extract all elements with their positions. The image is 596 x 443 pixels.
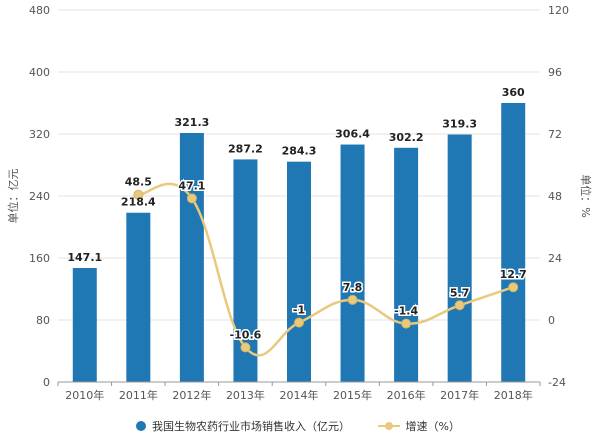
y-tick-right: 72 [548, 128, 562, 141]
legend: 我国生物农药行业市场销售收入（亿元） 增速（%） [0, 418, 596, 434]
bar-2018年 [501, 103, 526, 382]
bar-label: 147.1 [67, 251, 102, 264]
growth-label: 12.7 [500, 268, 527, 281]
y-tick-right: 24 [548, 252, 562, 265]
y-tick-left: 480 [29, 4, 50, 17]
y-tick-left: 0 [43, 376, 50, 389]
x-tick-label: 2014年 [280, 388, 319, 402]
growth-point-2011年 [133, 189, 144, 200]
y-tick-left: 320 [29, 128, 50, 141]
y-tick-right: 120 [548, 4, 569, 17]
bar-label: 302.2 [389, 131, 424, 144]
axes: 0 80 160 240 320 400 480 -24 0 24 48 72 96 120 2010年 20… [29, 4, 569, 402]
bar-2017年 [447, 134, 472, 382]
growth-label: -10.6 [230, 328, 262, 341]
x-tick-label: 2015年 [333, 388, 372, 402]
bar-2011年 [126, 212, 151, 382]
y-tick-left: 400 [29, 66, 50, 79]
x-tick-label: 2011年 [119, 388, 158, 402]
data-labels: 147.1 218.4 321.3 287.2 284.3 306.4 302.2 319.3… [67, 86, 528, 343]
bar-label: 284.3 [282, 145, 317, 158]
growth-label: 5.7 [450, 286, 470, 299]
y-tick-left: 240 [29, 190, 50, 203]
y-axis-title-right: 单位：% [579, 174, 593, 217]
y-axis-title-left: 单位：亿元 [6, 169, 20, 224]
y-tick-right: -24 [548, 376, 566, 389]
bar-label: 360 [502, 86, 525, 99]
growth-point-2015年 [347, 294, 358, 305]
y-tick-right: 96 [548, 66, 562, 79]
legend-label-sales: 我国生物农药行业市场销售收入（亿元） [152, 420, 351, 433]
bar-2015年 [340, 144, 365, 382]
x-tick-label: 2013年 [226, 388, 265, 402]
growth-line [133, 182, 519, 357]
x-tick-label: 2012年 [172, 388, 211, 402]
y-tick-left: 160 [29, 252, 50, 265]
growth-label: -1.4 [394, 305, 418, 318]
x-tick-label: 2010年 [65, 388, 104, 402]
growth-label: 48.5 [125, 176, 152, 189]
growth-point-2013年 [240, 342, 251, 353]
bar-2016年 [394, 147, 419, 382]
bar-label: 218.4 [121, 196, 156, 209]
bar-2010年 [72, 267, 97, 382]
growth-point-2012年 [186, 193, 197, 204]
bar-2012年 [179, 132, 204, 382]
legend-item-growth: 增速（%） [377, 418, 460, 434]
growth-point-2018年 [508, 282, 519, 293]
growth-label: -1 [293, 304, 305, 317]
bar-label: 319.3 [442, 118, 477, 131]
growth-point-2016年 [401, 318, 412, 329]
y-tick-right: 48 [548, 190, 562, 203]
growth-label: 7.8 [343, 281, 363, 294]
y-tick-left: 80 [36, 314, 50, 327]
bars [72, 103, 526, 382]
bar-label: 306.4 [335, 128, 370, 141]
growth-point-2014年 [294, 317, 304, 328]
legend-marker-bar [136, 421, 147, 431]
x-tick-label: 2017年 [440, 388, 479, 402]
growth-point-2017年 [454, 300, 465, 311]
bar-label: 321.3 [174, 116, 209, 129]
legend-label-growth: 增速（%） [405, 420, 460, 433]
bar-label: 287.2 [228, 142, 263, 155]
legend-marker-line [377, 421, 400, 431]
x-tick-label: 2016年 [387, 388, 426, 402]
growth-label: 47.1 [178, 179, 205, 192]
y-tick-right: 0 [548, 314, 555, 327]
legend-item-sales: 我国生物农药行业市场销售收入（亿元） [136, 418, 350, 434]
bar-2014年 [287, 161, 311, 382]
x-tick-label: 2018年 [494, 388, 533, 402]
